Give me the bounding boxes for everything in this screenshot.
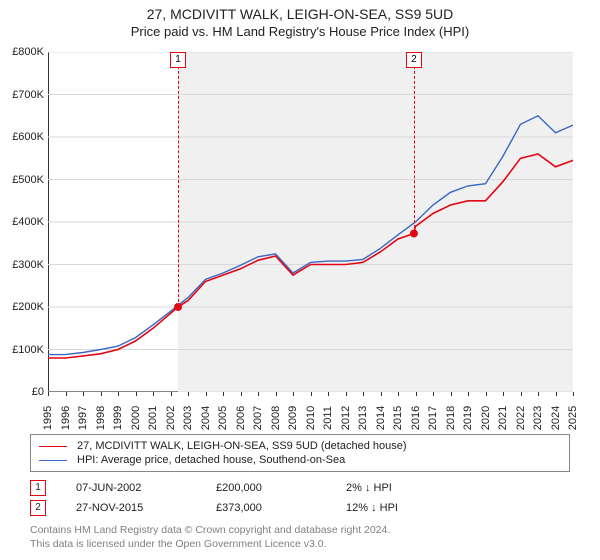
- x-tick-label: 2009: [287, 406, 299, 430]
- event-pct-1: 2% ↓ HPI: [346, 482, 446, 494]
- legend-box: 27, MCDIVITT WALK, LEIGH-ON-SEA, SS9 5UD…: [30, 434, 570, 472]
- event-row-1: 1 07-JUN-2002 £200,000 2% ↓ HPI: [30, 480, 586, 496]
- hpi-line: [48, 116, 573, 355]
- x-tick-label: 1995: [42, 406, 54, 430]
- x-tick-label: 2017: [427, 406, 439, 430]
- y-tick-label: £200K: [0, 301, 44, 313]
- footer-line-2: This data is licensed under the Open Gov…: [30, 538, 586, 552]
- y-tick-label: £600K: [0, 131, 44, 143]
- chart-titles: 27, MCDIVITT WALK, LEIGH-ON-SEA, SS9 5UD…: [0, 0, 600, 39]
- x-tick-label: 2023: [532, 406, 544, 430]
- x-tick-label: 1998: [95, 406, 107, 430]
- title-sub: Price paid vs. HM Land Registry's House …: [0, 24, 600, 39]
- y-tick-label: £100K: [0, 344, 44, 356]
- event-date-1: 07-JUN-2002: [76, 482, 186, 494]
- legend-label-1: 27, MCDIVITT WALK, LEIGH-ON-SEA, SS9 5UD…: [77, 440, 407, 452]
- legend-and-footer: 27, MCDIVITT WALK, LEIGH-ON-SEA, SS9 5UD…: [30, 434, 586, 551]
- event-marker-2: 2: [30, 500, 46, 516]
- x-tick-label: 2014: [375, 406, 387, 430]
- x-tick-label: 2003: [182, 406, 194, 430]
- x-tick-label: 2004: [200, 406, 212, 430]
- callout-box: 2: [406, 52, 422, 68]
- x-tick-label: 2002: [165, 406, 177, 430]
- x-tick-label: 2025: [567, 406, 579, 430]
- x-tick-label: 1997: [77, 406, 89, 430]
- x-tick-label: 1996: [60, 406, 72, 430]
- x-tick-label: 2007: [252, 406, 264, 430]
- x-tick-label: 2019: [462, 406, 474, 430]
- event-row-2: 2 27-NOV-2015 £373,000 12% ↓ HPI: [30, 500, 586, 516]
- x-tick-label: 2018: [445, 406, 457, 430]
- legend-swatch-2: [39, 460, 67, 461]
- footer-line-1: Contains HM Land Registry data © Crown c…: [30, 524, 586, 538]
- legend-item-1: 27, MCDIVITT WALK, LEIGH-ON-SEA, SS9 5UD…: [39, 440, 561, 452]
- y-tick-label: £500K: [0, 174, 44, 186]
- x-tick-label: 2008: [270, 406, 282, 430]
- x-tick-label: 2015: [392, 406, 404, 430]
- x-tick-label: 2011: [322, 406, 334, 430]
- x-tick-label: 2012: [340, 406, 352, 430]
- event-pct-2: 12% ↓ HPI: [346, 502, 446, 514]
- x-tick-label: 2000: [130, 406, 142, 430]
- x-tick-label: 2013: [357, 406, 369, 430]
- callout-box: 1: [170, 52, 186, 68]
- legend-label-2: HPI: Average price, detached house, Sout…: [77, 454, 345, 466]
- lines-svg: [48, 52, 573, 392]
- event-price-1: £200,000: [216, 482, 316, 494]
- event-price-2: £373,000: [216, 502, 316, 514]
- y-tick-label: £800K: [0, 46, 44, 58]
- footer-attribution: Contains HM Land Registry data © Crown c…: [30, 524, 586, 551]
- y-tick-label: £300K: [0, 259, 44, 271]
- x-tick-label: 2021: [497, 406, 509, 430]
- legend-item-2: HPI: Average price, detached house, Sout…: [39, 454, 561, 466]
- event-marker-1: 1: [30, 480, 46, 496]
- x-tick-label: 2024: [550, 406, 562, 430]
- event-date-2: 27-NOV-2015: [76, 502, 186, 514]
- y-tick-label: £0: [0, 386, 44, 398]
- x-tick-label: 1999: [112, 406, 124, 430]
- x-tick-label: 2005: [217, 406, 229, 430]
- x-tick-label: 2001: [147, 406, 159, 430]
- x-tick-label: 2020: [480, 406, 492, 430]
- callout-line: [414, 66, 415, 233]
- x-tick-label: 2010: [305, 406, 317, 430]
- chart-plot-area: 12: [48, 52, 573, 392]
- title-main: 27, MCDIVITT WALK, LEIGH-ON-SEA, SS9 5UD: [0, 6, 600, 22]
- legend-swatch-1: [39, 446, 67, 447]
- callout-line: [178, 66, 179, 307]
- property-line: [48, 154, 573, 358]
- x-tick-label: 2016: [410, 406, 422, 430]
- x-tick-label: 2006: [235, 406, 247, 430]
- y-tick-label: £700K: [0, 89, 44, 101]
- y-tick-label: £400K: [0, 216, 44, 228]
- x-tick-label: 2022: [515, 406, 527, 430]
